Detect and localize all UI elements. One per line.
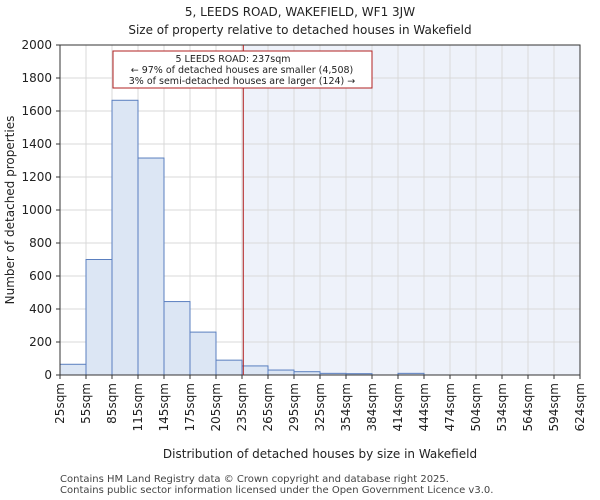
x-tick-label: 564sqm [521, 383, 535, 431]
y-tick-label: 2000 [21, 38, 52, 52]
x-axis: 25sqm 55sqm 85sqm 115sqm 145sqm 175sqm 205sqm 2… [53, 375, 587, 431]
bar-175sqm [189, 331, 217, 376]
y-tick-label: 1000 [21, 203, 52, 217]
x-tick-label: 474sqm [443, 383, 457, 431]
y-tick-label: 200 [29, 335, 52, 349]
y-axis-label: Number of detached properties [3, 116, 17, 305]
y-tick-label: 1200 [21, 170, 52, 184]
x-tick-label: 444sqm [417, 383, 431, 431]
bar-145sqm [163, 301, 191, 376]
x-axis-label: Distribution of detached houses by size … [163, 447, 477, 461]
footer-line-2: Contains public sector information licen… [60, 485, 494, 496]
chart-subtitle: Size of property relative to detached ho… [128, 23, 472, 37]
x-tick-label: 115sqm [131, 383, 145, 431]
x-tick-label: 534sqm [495, 383, 509, 431]
x-tick-label: 384sqm [365, 383, 379, 431]
x-tick-label: 414sqm [391, 383, 405, 431]
annotation-line-2: ← 97% of detached houses are smaller (4,… [131, 65, 354, 76]
x-tick-label: 175sqm [183, 383, 197, 431]
bars [59, 99, 425, 376]
histogram-chart: 0 200 400 600 800 1000 1200 1400 1600 1800 2000 25… [3, 38, 587, 461]
bar-115sqm [137, 157, 165, 376]
y-tick-label: 600 [29, 269, 52, 283]
x-tick-label: 145sqm [157, 383, 171, 431]
y-axis: 0 200 400 600 800 1000 1200 1400 1600 1800 2000 [21, 38, 60, 382]
x-tick-label: 265sqm [261, 383, 275, 431]
x-tick-label: 295sqm [287, 383, 301, 431]
chart-title: 5, LEEDS ROAD, WAKEFIELD, WF1 3JW [184, 5, 416, 19]
x-tick-label: 235sqm [235, 383, 249, 431]
y-tick-label: 0 [44, 368, 52, 382]
x-tick-label: 504sqm [469, 383, 483, 431]
x-tick-label: 624sqm [573, 383, 587, 431]
y-tick-label: 1600 [21, 104, 52, 118]
x-tick-label: 354sqm [339, 383, 353, 431]
y-tick-label: 1800 [21, 71, 52, 85]
x-tick-label: 85sqm [105, 383, 119, 424]
y-tick-label: 800 [29, 236, 52, 250]
footer-line-1: Contains HM Land Registry data © Crown c… [60, 474, 449, 485]
x-tick-label: 325sqm [313, 383, 327, 431]
bar-265sqm [267, 369, 295, 376]
bar-205sqm [215, 359, 243, 376]
annotation-line-1: 5 LEEDS ROAD: 237sqm [175, 54, 290, 65]
bar-25sqm [59, 363, 87, 376]
y-tick-label: 400 [29, 302, 52, 316]
x-tick-label: 205sqm [209, 383, 223, 431]
x-tick-label: 55sqm [79, 383, 93, 424]
bar-85sqm [111, 99, 139, 376]
x-tick-label: 594sqm [547, 383, 561, 431]
y-tick-label: 1400 [21, 137, 52, 151]
annotation-box: 5 LEEDS ROAD: 237sqm ← 97% of detached h… [112, 50, 373, 89]
bar-55sqm [85, 259, 113, 376]
x-tick-label: 25sqm [53, 383, 67, 424]
annotation-line-3: 3% of semi-detached houses are larger (1… [129, 76, 356, 87]
bar-235sqm [241, 365, 269, 376]
